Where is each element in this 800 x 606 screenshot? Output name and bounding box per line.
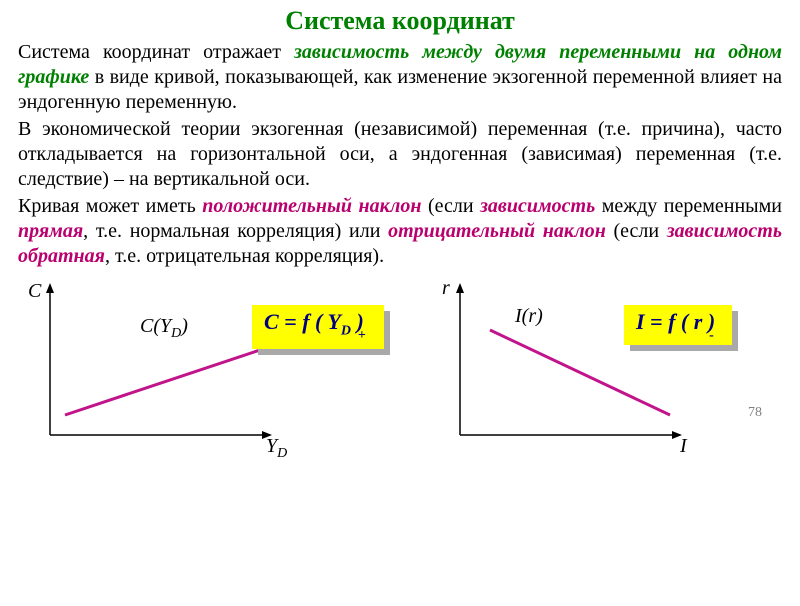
chart-left-curve-t2: ) xyxy=(181,315,188,337)
paragraph-3: Кривая может иметь положительный наклон … xyxy=(18,194,782,269)
p3-em4: отрицательный наклон xyxy=(388,220,606,242)
p1-t2: в виде кривой, показывающей, как изменен… xyxy=(18,66,782,113)
chart-left-x-sub: D xyxy=(277,446,287,461)
p3-t4: , т.е. нормальная корреляция) или xyxy=(83,220,388,242)
formula-left-sub: D xyxy=(341,323,351,338)
chart-right-svg xyxy=(420,275,710,455)
chart-left-y-text: C xyxy=(28,280,41,302)
p3-t6: , т.е. отрицательная корреляция). xyxy=(105,245,384,267)
p3-t2: (если xyxy=(422,195,481,217)
p3-em2: зависимость xyxy=(480,195,595,217)
p3-t1: Кривая может иметь xyxy=(18,195,202,217)
chart-positive-slope: C Y D C(YD) xyxy=(10,275,300,455)
paragraph-1: Система координат отражает зависимость м… xyxy=(18,40,782,115)
chart-left-y-label: C xyxy=(28,280,41,303)
chart-left-x-label: YD xyxy=(266,435,287,462)
p2-t1: В экономической теории экзогенная (незав… xyxy=(18,118,782,190)
chart-left-svg xyxy=(10,275,300,455)
p3-t3: между переменными xyxy=(595,195,782,217)
formula-left-pre: C = f ( Y xyxy=(264,309,341,334)
chart-right-y-label: r xyxy=(442,277,450,300)
formula-right-box: I = f ( r )- xyxy=(624,305,732,345)
formula-right-sign: - xyxy=(709,328,714,343)
chart-right-curve-label: I(r) xyxy=(515,305,543,328)
charts-area: C YD C(YD) C = f ( YD )+ r I I(r) I = f … xyxy=(0,275,800,470)
formula-left-sign: + xyxy=(358,328,366,343)
formula-right: I = f ( r )- xyxy=(624,305,732,345)
chart-right-x-label: I xyxy=(680,435,687,458)
page-number: 78 xyxy=(748,405,762,421)
chart-left-x-text: Y xyxy=(266,435,277,457)
formula-left-box: C = f ( YD )+ xyxy=(252,305,384,349)
formula-right-pre: I = f ( r xyxy=(636,309,702,334)
p1-t1: Система координат отражает xyxy=(18,41,294,63)
p3-em1: положительный наклон xyxy=(202,195,421,217)
p3-t5: (если xyxy=(606,220,667,242)
p3-em3: прямая xyxy=(18,220,83,242)
chart-negative-slope: r I I(r) xyxy=(420,275,710,455)
chart-left-curve-sub: D xyxy=(171,326,181,341)
chart-right-x-text: I xyxy=(680,435,687,457)
chart-right-curve-text: I(r) xyxy=(515,305,543,327)
page-title: Система координат xyxy=(0,6,800,36)
formula-left: C = f ( YD )+ xyxy=(252,305,384,349)
chart-left-curve-t1: C(Y xyxy=(140,315,171,337)
chart-left-curve-label: C(YD) xyxy=(140,315,188,342)
chart-right-y-text: r xyxy=(442,277,450,299)
title-text: Система координат xyxy=(285,6,515,35)
paragraph-2: В экономической теории экзогенная (незав… xyxy=(18,117,782,192)
